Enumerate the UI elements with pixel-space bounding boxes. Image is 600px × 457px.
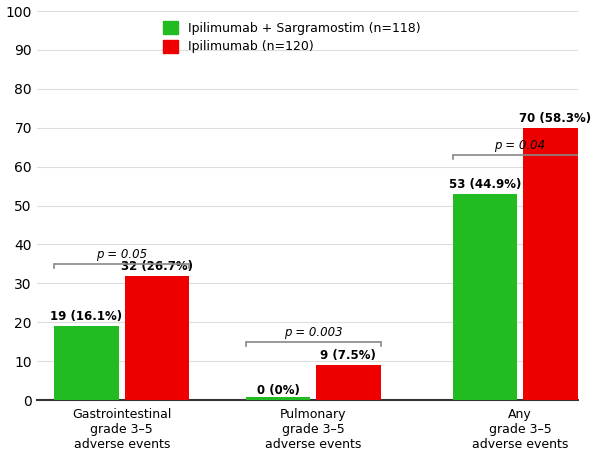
Bar	[246, 397, 310, 400]
Text: p = 0.04: p = 0.04	[494, 139, 545, 152]
Text: 19 (16.1%): 19 (16.1%)	[50, 310, 122, 324]
Text: 32 (26.7%): 32 (26.7%)	[121, 260, 193, 273]
Text: 53 (44.9%): 53 (44.9%)	[449, 178, 521, 191]
Text: p = 0.003: p = 0.003	[284, 326, 343, 339]
Bar	[523, 128, 587, 400]
Text: 0 (0%): 0 (0%)	[257, 384, 299, 398]
Bar	[452, 194, 517, 400]
Text: 70 (58.3%): 70 (58.3%)	[519, 112, 591, 125]
Bar	[316, 365, 380, 400]
Legend: Ipilimumab + Sargramostim (n=118), Ipilimumab (n=120): Ipilimumab + Sargramostim (n=118), Ipili…	[163, 21, 421, 53]
Bar	[55, 326, 119, 400]
Bar	[125, 276, 189, 400]
Text: p = 0.05: p = 0.05	[96, 248, 147, 261]
Text: 9 (7.5%): 9 (7.5%)	[320, 349, 376, 362]
